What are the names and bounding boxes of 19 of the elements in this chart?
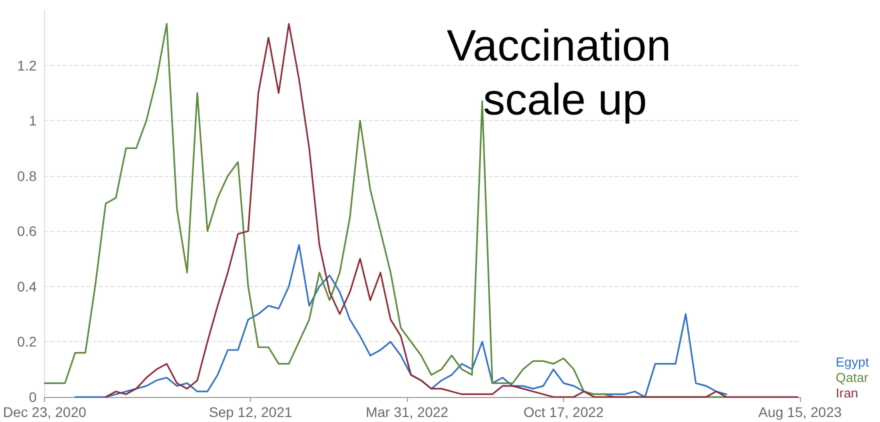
x-tick-label: Mar 31, 2022	[366, 404, 449, 420]
y-tick-label: 0.8	[17, 168, 37, 184]
text: Qatar	[836, 370, 869, 385]
y-tick-label: 0	[28, 389, 37, 405]
x-tick-label: Oct 17, 2022	[524, 404, 604, 420]
y-tick-label: 1.2	[17, 57, 37, 74]
line-series	[74, 244, 728, 398]
y-tick-label: 0.6	[17, 223, 37, 240]
y-tick-label: 1	[28, 112, 37, 129]
text: Iran	[836, 386, 858, 400]
x-tick-label: Aug 15, 2023	[758, 404, 842, 420]
x-tick-label: Sep 12, 2021	[208, 404, 292, 420]
text: Vaccination scale up	[446, 22, 684, 124]
line-series	[44, 23, 728, 398]
x-tick-label: Dec 23, 2020	[2, 404, 86, 420]
line-series	[104, 23, 798, 398]
text: Egypt	[836, 354, 870, 370]
y-tick-label: 0.2	[17, 334, 37, 350]
y-tick-label: 0.4	[17, 278, 37, 294]
